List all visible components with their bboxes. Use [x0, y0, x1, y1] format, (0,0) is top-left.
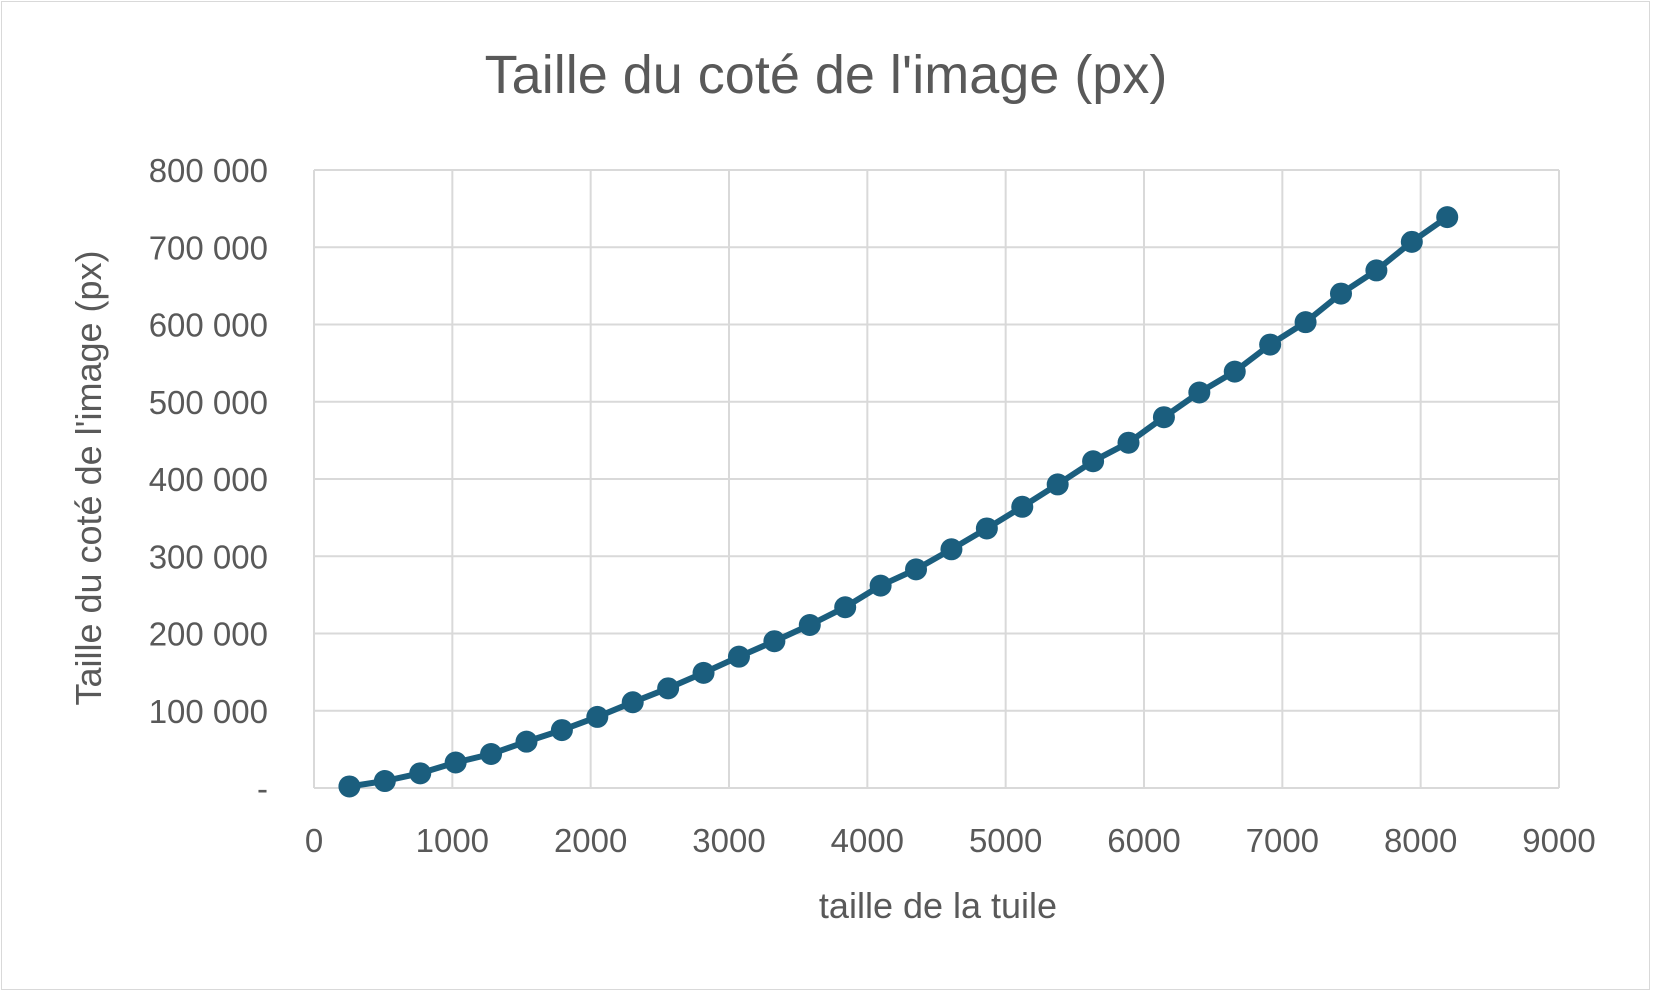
data-point: [1082, 450, 1105, 473]
data-point: [1400, 230, 1423, 253]
x-tick-label: 5000: [969, 822, 1042, 859]
tick-labels: - 100 000 200 000 300 000 400 000 500 000 600 …: [149, 152, 1596, 859]
x-tick-label: 0: [305, 822, 323, 859]
x-tick-label: 2000: [554, 822, 627, 859]
data-point: [1046, 473, 1069, 496]
x-tick-label: 8000: [1384, 822, 1457, 859]
y-axis-label: Taille du coté de l'image (px): [68, 250, 109, 705]
data-point: [586, 705, 609, 728]
gridlines: [313, 169, 1560, 789]
data-point: [940, 538, 963, 561]
data-point: [905, 558, 928, 581]
data-point: [444, 751, 467, 774]
data-point: [515, 730, 538, 753]
x-tick-label: 6000: [1107, 822, 1180, 859]
data-point: [1223, 360, 1246, 383]
y-tick-label: 400 000: [149, 461, 268, 498]
y-tick-label: 700 000: [149, 229, 268, 266]
y-tick-label: 800 000: [149, 152, 268, 189]
data-point: [373, 770, 396, 793]
data-point: [338, 775, 361, 798]
data-point: [869, 574, 892, 597]
x-tick-label: 1000: [416, 822, 489, 859]
data-series: [338, 206, 1459, 798]
data-point: [692, 661, 715, 684]
data-point: [727, 645, 750, 668]
data-point: [1011, 495, 1034, 518]
data-point: [1188, 381, 1211, 404]
x-tick-label: 3000: [692, 822, 765, 859]
data-point: [1436, 206, 1459, 229]
y-tick-label: 300 000: [149, 538, 268, 575]
data-point: [1365, 259, 1388, 282]
data-point: [834, 596, 857, 619]
data-point: [763, 630, 786, 653]
chart-title: Taille du coté de l'image (px): [485, 45, 1168, 105]
data-point: [480, 743, 503, 766]
data-point: [1294, 311, 1317, 334]
data-point: [621, 691, 644, 714]
data-point: [657, 677, 680, 700]
x-tick-label: 4000: [831, 822, 904, 859]
data-point: [1152, 406, 1175, 429]
x-axis-label: taille de la tuile: [819, 885, 1057, 926]
x-tick-label: 9000: [1522, 822, 1595, 859]
data-point: [1117, 431, 1140, 454]
y-tick-label: 500 000: [149, 384, 268, 421]
data-point: [1329, 282, 1352, 305]
data-point: [550, 719, 573, 742]
data-point: [1259, 333, 1282, 356]
y-tick-label: 100 000: [149, 693, 268, 730]
data-point: [975, 517, 998, 540]
y-tick-label: -: [257, 770, 268, 807]
y-tick-label: 200 000: [149, 616, 268, 653]
data-point: [798, 614, 821, 637]
y-tick-label: 600 000: [149, 307, 268, 344]
data-point: [409, 762, 432, 785]
x-tick-label: 7000: [1246, 822, 1319, 859]
